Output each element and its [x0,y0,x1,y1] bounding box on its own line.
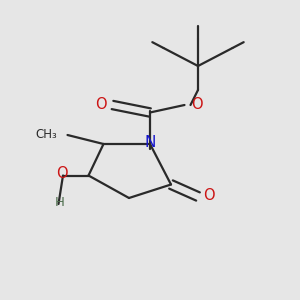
Text: O: O [204,188,215,203]
Text: O: O [56,167,67,182]
Text: H: H [55,196,65,209]
Text: CH₃: CH₃ [35,128,57,141]
Text: N: N [144,135,156,150]
Text: O: O [95,97,106,112]
Text: O: O [191,97,202,112]
